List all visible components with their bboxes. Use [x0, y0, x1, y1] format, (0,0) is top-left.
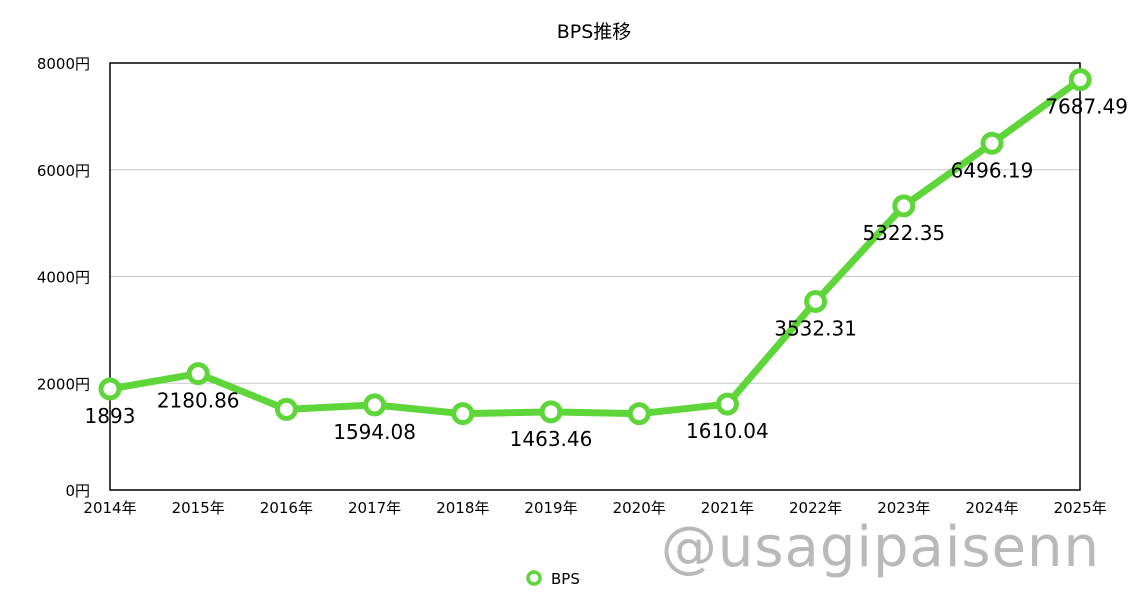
data-label: 1594.08	[333, 420, 416, 444]
x-axis: 2014年 2015年 2016年 2017年 2018年 2019年 2020年 2021年…	[83, 499, 1106, 517]
legend-marker-bps	[526, 570, 542, 586]
data-label: 3532.31	[774, 316, 857, 340]
y-tick-label: 2000円	[37, 375, 90, 393]
x-tick-label: 2023年	[877, 499, 930, 517]
x-tick-label: 2017年	[348, 499, 401, 517]
y-axis: 0円 2000円 4000円 6000円 8000円	[37, 55, 90, 500]
data-point	[274, 397, 298, 421]
data-point	[804, 289, 828, 313]
x-tick-label: 2016年	[260, 499, 313, 517]
legend-label-bps: BPS	[551, 570, 580, 588]
data-point	[186, 362, 210, 386]
data-label: 2180.86	[157, 389, 240, 413]
data-point	[98, 377, 122, 401]
data-point	[892, 194, 916, 218]
x-tick-label: 2019年	[524, 499, 577, 517]
x-tick-label: 2021年	[701, 499, 754, 517]
watermark: @usagipaisenn	[660, 515, 1100, 580]
y-tick-label: 8000円	[37, 55, 90, 73]
series-line-bps	[106, 76, 1084, 418]
gridlines	[110, 169, 1080, 384]
series-bps	[98, 68, 1092, 426]
data-labels: 1893 2180.86 1594.08 1463.46 1610.04 3532.31 5…	[85, 95, 1128, 451]
x-tick-label: 2015年	[172, 499, 225, 517]
x-tick-label: 2018年	[436, 499, 489, 517]
data-point	[980, 131, 1004, 155]
data-label: 5322.35	[862, 221, 945, 245]
data-label: 1463.46	[510, 427, 593, 451]
x-tick-label: 2014年	[83, 499, 136, 517]
data-label: 1893	[85, 404, 136, 428]
y-tick-label: 4000円	[37, 269, 90, 287]
data-point	[715, 392, 739, 416]
x-tick-label: 2022年	[789, 499, 842, 517]
x-tick-label: 2024年	[965, 499, 1018, 517]
data-point	[363, 393, 387, 417]
chart-title: BPS推移	[557, 21, 632, 43]
data-point	[627, 402, 651, 426]
x-tick-label: 2025年	[1054, 499, 1107, 517]
data-label: 7687.49	[1045, 95, 1128, 119]
y-tick-label: 0円	[65, 482, 90, 500]
data-point	[451, 402, 475, 426]
data-point	[1068, 68, 1092, 92]
data-label: 1610.04	[686, 419, 769, 443]
y-tick-label: 6000円	[37, 162, 90, 180]
x-tick-label: 2020年	[613, 499, 666, 517]
plot-area-frame	[109, 62, 1081, 491]
legend: BPS	[526, 570, 580, 588]
data-point	[539, 400, 563, 424]
data-label: 6496.19	[951, 158, 1034, 182]
